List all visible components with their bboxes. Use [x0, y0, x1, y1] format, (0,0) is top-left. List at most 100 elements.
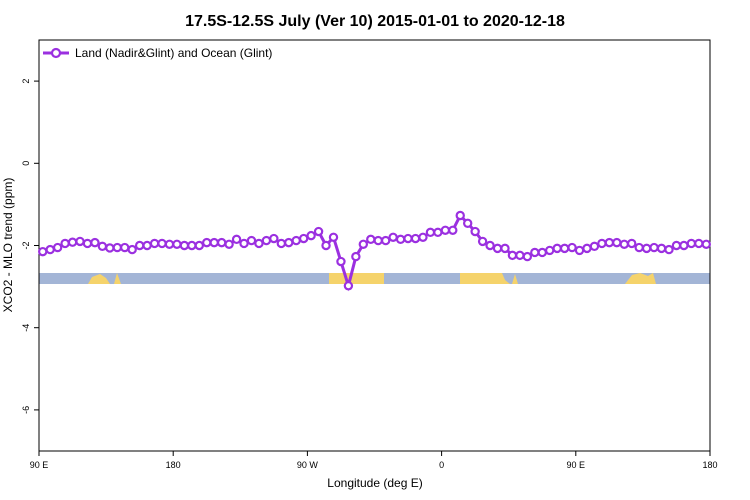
- point: [597, 238, 607, 249]
- point: [507, 250, 518, 261]
- land-patch: [625, 273, 656, 284]
- point: [52, 242, 63, 253]
- point: [321, 240, 331, 251]
- point: [313, 226, 324, 237]
- point: [574, 245, 585, 256]
- x-axis-label: Longitude (deg E): [327, 476, 422, 490]
- point: [209, 237, 219, 248]
- legend-marker: [50, 47, 62, 59]
- point: [440, 225, 451, 235]
- y-tick-label: -6: [21, 406, 31, 414]
- point: [239, 238, 249, 249]
- point: [395, 234, 406, 245]
- point: [686, 238, 697, 249]
- point: [336, 256, 346, 267]
- point: [530, 247, 540, 258]
- point: [589, 241, 600, 252]
- point: [388, 232, 398, 242]
- point: [559, 243, 570, 254]
- point: [649, 242, 659, 253]
- point: [537, 247, 547, 258]
- point: [90, 237, 100, 248]
- point: [254, 238, 264, 249]
- point: [276, 238, 287, 249]
- point: [403, 233, 413, 244]
- point: [231, 234, 242, 245]
- point: [157, 238, 167, 249]
- point: [284, 237, 294, 248]
- point: [448, 225, 458, 235]
- point: [45, 244, 55, 255]
- point: [351, 251, 361, 262]
- point: [552, 243, 562, 254]
- point: [634, 242, 644, 253]
- point: [224, 239, 234, 249]
- point: [477, 236, 488, 247]
- point: [418, 232, 428, 242]
- x-tick-label: 0: [439, 460, 444, 470]
- point: [679, 240, 689, 251]
- point: [664, 244, 674, 255]
- surface-band: [39, 273, 710, 284]
- point: [179, 240, 190, 251]
- y-tick-label: -2: [21, 241, 31, 249]
- point: [641, 243, 652, 254]
- land-patch: [329, 273, 384, 284]
- y-axis-label: XCO2 - MLO trend (ppm): [1, 178, 15, 313]
- point: [67, 237, 78, 247]
- point: [380, 235, 391, 246]
- point: [545, 245, 555, 256]
- point: [582, 243, 592, 254]
- land-patch: [460, 273, 518, 284]
- y-tick-label: -4: [21, 324, 31, 332]
- point: [149, 238, 160, 249]
- point: [462, 218, 473, 229]
- legend-label: Land (Nadir&Glint) and Ocean (Glint): [75, 46, 272, 60]
- point: [619, 239, 629, 249]
- point: [425, 227, 436, 238]
- x-tick-label: 90 E: [30, 460, 49, 470]
- point: [604, 237, 615, 248]
- point: [343, 281, 354, 291]
- point: [358, 239, 369, 249]
- point: [291, 235, 301, 246]
- point: [187, 240, 197, 251]
- point: [298, 233, 309, 244]
- point: [112, 242, 122, 253]
- point: [269, 233, 279, 244]
- point: [522, 251, 533, 262]
- point: [485, 240, 495, 251]
- point: [373, 235, 383, 246]
- point: [492, 243, 503, 254]
- point: [567, 242, 577, 253]
- point: [261, 235, 272, 246]
- land-patch: [88, 273, 121, 284]
- y-tick-label: 0: [21, 161, 31, 166]
- point: [134, 240, 145, 251]
- point: [612, 237, 622, 248]
- point: [127, 244, 137, 255]
- point: [60, 238, 70, 249]
- point: [455, 210, 465, 221]
- point: [216, 237, 227, 248]
- point: [202, 237, 212, 248]
- point: [105, 243, 115, 253]
- x-tick-label: 90 W: [297, 460, 319, 470]
- point: [38, 246, 48, 257]
- point: [306, 230, 316, 241]
- point: [75, 236, 85, 247]
- point: [433, 227, 443, 238]
- point: [410, 233, 421, 244]
- x-tick-label: 180: [702, 460, 717, 470]
- point: [194, 240, 204, 251]
- point: [120, 242, 130, 253]
- y-tick-label: 2: [21, 79, 31, 84]
- x-tick-label: 90 E: [567, 460, 586, 470]
- point: [671, 240, 682, 251]
- point: [694, 238, 704, 249]
- chart-title: 17.5S-12.5S July (Ver 10) 2015-01-01 to …: [185, 13, 565, 30]
- point: [366, 234, 376, 245]
- point: [246, 235, 257, 246]
- point: [142, 240, 152, 251]
